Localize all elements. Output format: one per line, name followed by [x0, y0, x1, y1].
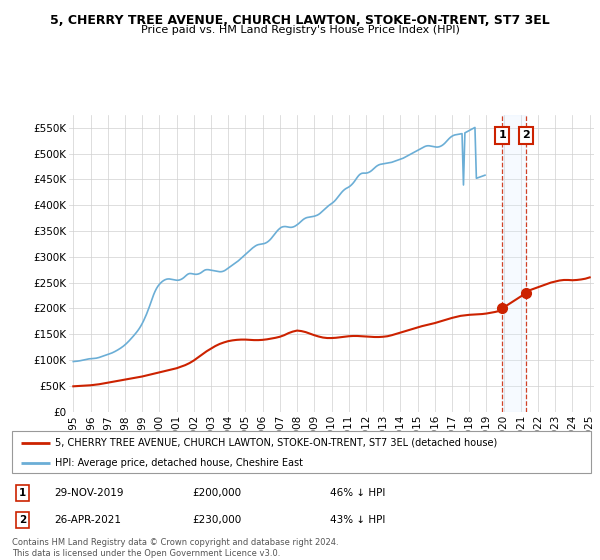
Text: 29-NOV-2019: 29-NOV-2019 [54, 488, 124, 498]
Text: 5, CHERRY TREE AVENUE, CHURCH LAWTON, STOKE-ON-TRENT, ST7 3EL: 5, CHERRY TREE AVENUE, CHURCH LAWTON, ST… [50, 14, 550, 27]
Text: 46% ↓ HPI: 46% ↓ HPI [330, 488, 385, 498]
Text: 2: 2 [19, 515, 26, 525]
Text: 1: 1 [499, 130, 506, 141]
FancyBboxPatch shape [12, 431, 591, 473]
Text: 26-APR-2021: 26-APR-2021 [54, 515, 121, 525]
Text: HPI: Average price, detached house, Cheshire East: HPI: Average price, detached house, Ches… [55, 458, 304, 468]
Text: Contains HM Land Registry data © Crown copyright and database right 2024.
This d: Contains HM Land Registry data © Crown c… [12, 538, 338, 558]
Text: 2: 2 [523, 130, 530, 141]
Bar [502, 115, 526, 412]
Text: Price paid vs. HM Land Registry's House Price Index (HPI): Price paid vs. HM Land Registry's House … [140, 25, 460, 35]
Text: £200,000: £200,000 [192, 488, 241, 498]
Text: 5, CHERRY TREE AVENUE, CHURCH LAWTON, STOKE-ON-TRENT, ST7 3EL (detached house): 5, CHERRY TREE AVENUE, CHURCH LAWTON, ST… [55, 438, 497, 448]
Text: 1: 1 [19, 488, 26, 498]
Text: 43% ↓ HPI: 43% ↓ HPI [330, 515, 385, 525]
Text: £230,000: £230,000 [192, 515, 241, 525]
